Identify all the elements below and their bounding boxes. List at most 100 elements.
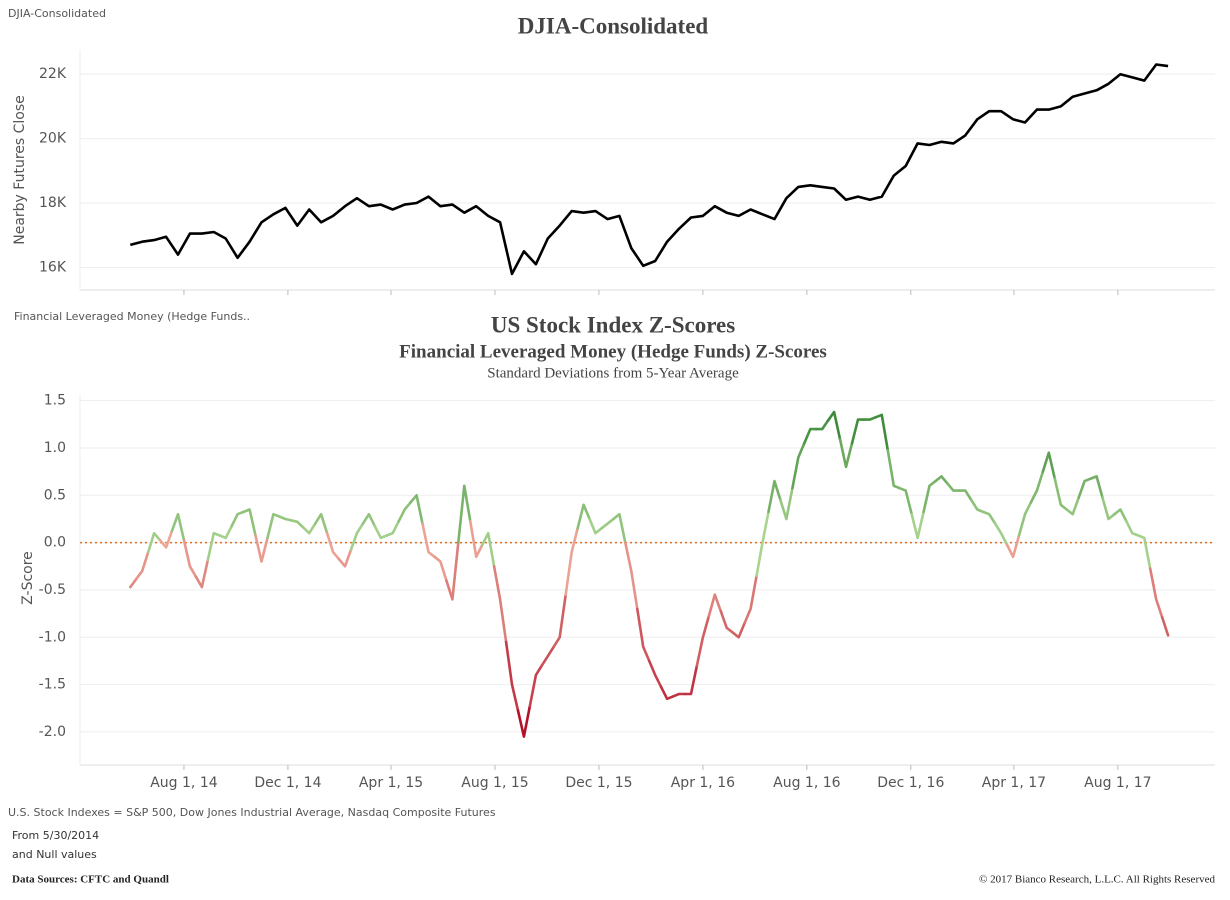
- line-segment: [838, 438, 854, 469]
- line-segment: [552, 593, 567, 648]
- footer-copyright: © 2017 Bianco Research, L.L.C. All Right…: [979, 874, 1215, 886]
- sheet-caption: Financial Leveraged Money (Hedge Funds..: [14, 310, 250, 323]
- line-segment: [325, 531, 341, 561]
- line-segment: [1148, 567, 1164, 619]
- line-segment: [469, 520, 484, 559]
- x-tick-label: Aug 1, 16: [773, 775, 841, 791]
- line-segment: [1137, 534, 1152, 570]
- line-segment: [803, 427, 818, 445]
- line-segment: [647, 659, 663, 689]
- y-tick-label: 20K: [39, 131, 67, 147]
- x-tick-label: Apr 1, 17: [982, 775, 1046, 791]
- y-tick-label: -1.0: [39, 629, 66, 645]
- line-segment: [409, 494, 424, 525]
- line-segment: [946, 482, 961, 492]
- line-segment: [134, 550, 150, 581]
- y-tick-label: -0.5: [39, 582, 66, 598]
- line-segment: [385, 520, 400, 537]
- line-segment: [612, 512, 627, 544]
- line-segment: [600, 517, 615, 530]
- line-segment: [671, 692, 687, 698]
- line-segment: [743, 574, 758, 625]
- line-segment: [254, 534, 269, 563]
- footnote: From 5/30/2014: [12, 829, 99, 842]
- x-tick-label: Aug 1, 14: [150, 775, 218, 791]
- x-tick-label: Dec 1, 14: [254, 775, 321, 791]
- line-segment: [361, 512, 377, 528]
- line-segment: [540, 645, 556, 667]
- line-series: [129, 63, 1169, 276]
- line-segment: [1101, 496, 1116, 521]
- line-segment: [242, 508, 257, 537]
- line-segment: [755, 510, 770, 577]
- y-tick-label: 16K: [39, 259, 67, 275]
- line-segment: [922, 479, 937, 514]
- line-segment: [588, 517, 603, 535]
- line-segment: [278, 515, 293, 522]
- line-segment: [862, 415, 878, 421]
- line-segment: [194, 558, 210, 589]
- line-segment: [683, 664, 699, 696]
- y-axis-label: Z-Score: [20, 551, 36, 605]
- line-segment: [1077, 477, 1092, 499]
- line-segment: [910, 510, 925, 540]
- line-segment: [457, 484, 472, 544]
- line-segment: [1089, 475, 1104, 499]
- y-tick-label: -1.5: [39, 677, 66, 693]
- line-segment: [230, 510, 245, 528]
- line-segment: [129, 577, 138, 589]
- line-segment: [981, 510, 997, 525]
- line-segment: [313, 512, 329, 535]
- line-segment: [433, 555, 448, 582]
- line-segment: [659, 685, 675, 701]
- x-tick-label: Apr 1, 15: [359, 775, 423, 791]
- line-segment: [397, 501, 412, 523]
- line-segment: [719, 609, 734, 634]
- line-segment: [564, 527, 579, 596]
- line-segment: [302, 522, 317, 535]
- y-tick-label: -2.0: [39, 724, 66, 740]
- line-segment: [1160, 616, 1170, 637]
- footnote: and Null values: [12, 848, 97, 861]
- chart-note: Standard Deviations from 5-Year Average: [487, 365, 739, 381]
- chart-subtitle: Financial Leveraged Money (Hedge Funds) …: [399, 341, 827, 362]
- y-tick-label: 22K: [39, 66, 67, 82]
- line-segment: [349, 522, 365, 551]
- line-segment: [146, 531, 162, 554]
- line-segment: [158, 529, 174, 549]
- line-segment: [1113, 508, 1128, 523]
- line-segment: [993, 522, 1009, 547]
- line-segment: [791, 442, 806, 490]
- line-segment: [170, 512, 186, 542]
- line-segment: [886, 449, 901, 490]
- line-segment: [707, 593, 723, 618]
- line-segment: [528, 664, 544, 708]
- y-tick-label: 0.5: [44, 487, 66, 503]
- line-segment: [1065, 496, 1080, 516]
- line-segment: [421, 522, 436, 559]
- line-segment: [826, 410, 842, 441]
- line-segment: [767, 479, 782, 514]
- line-segment: [266, 512, 281, 540]
- footer-source: Data Sources: CFTC and Quandl: [12, 874, 169, 886]
- line-segment: [1017, 501, 1033, 537]
- line-segment: [874, 413, 890, 452]
- line-segment: [480, 531, 496, 568]
- footnote: U.S. Stock Indexes = S&P 500, Dow Jones …: [8, 806, 496, 819]
- line-segment: [695, 614, 711, 667]
- x-tick-label: Aug 1, 15: [461, 775, 528, 791]
- line-segment: [934, 475, 949, 485]
- x-tick-label: Dec 1, 16: [877, 775, 944, 791]
- line-segment: [445, 541, 460, 601]
- chart-title: US Stock Index Z-Scores: [491, 312, 735, 337]
- line-segment: [182, 539, 198, 578]
- x-tick-label: Dec 1, 15: [565, 775, 632, 791]
- line-segment: [958, 489, 973, 502]
- line-segment: [624, 541, 639, 611]
- y-axis-label: Nearby Futures Close: [12, 95, 28, 245]
- line-segment: [206, 531, 221, 562]
- line-segment: [218, 524, 233, 540]
- line-segment: [492, 565, 508, 644]
- line-segment: [850, 418, 866, 445]
- line-segment: [731, 621, 746, 639]
